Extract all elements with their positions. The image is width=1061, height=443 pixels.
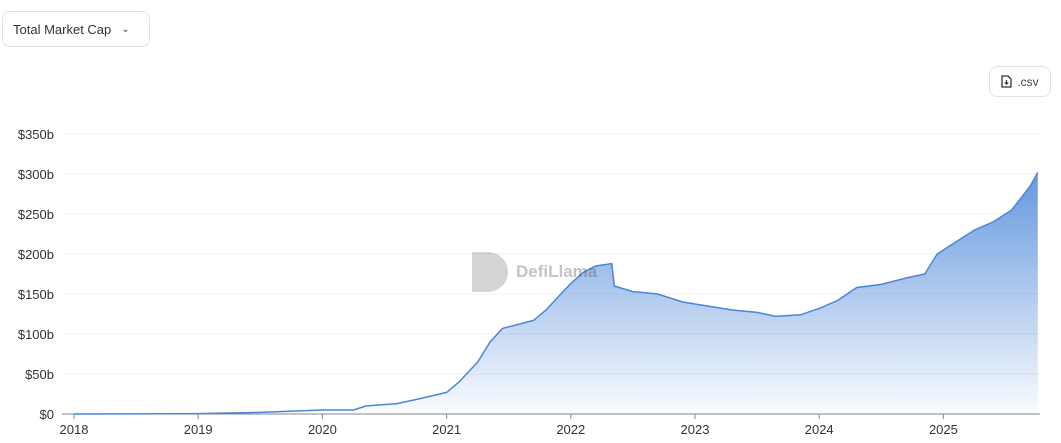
x-tick-label: 2020 <box>308 422 337 437</box>
x-tick-label: 2022 <box>556 422 585 437</box>
y-tick-label: $200b <box>18 247 54 262</box>
chevron-down-icon: ⌄ <box>121 23 130 35</box>
series-area <box>74 172 1038 414</box>
x-tick-label: 2023 <box>681 422 710 437</box>
y-tick-label: $150b <box>18 287 54 302</box>
series-line <box>73 172 1039 415</box>
x-tick-label: 2018 <box>60 422 89 437</box>
y-tick-label: $250b <box>18 207 54 222</box>
defillama-logo-icon <box>472 252 508 292</box>
x-tick-label: 2025 <box>929 422 958 437</box>
metric-select-label: Total Market Cap <box>13 21 112 37</box>
watermark: DefiLlama <box>470 250 597 294</box>
csv-label: .csv <box>1017 74 1039 89</box>
watermark-text: DefiLlama <box>516 262 598 281</box>
metric-select[interactable]: Total Market Cap ⌄ <box>2 11 150 47</box>
file-download-icon <box>1001 75 1012 88</box>
y-tick-label: $50b <box>25 367 54 382</box>
y-tick-label: $0 <box>40 407 54 422</box>
y-tick-label: $300b <box>18 167 54 182</box>
x-tick-label: 2024 <box>805 422 834 437</box>
y-tick-label: $350b <box>18 127 54 142</box>
download-csv-button[interactable]: .csv <box>989 66 1051 97</box>
y-tick-label: $100b <box>18 327 54 342</box>
x-tick-label: 2019 <box>184 422 213 437</box>
x-tick-label: 2021 <box>432 422 461 437</box>
